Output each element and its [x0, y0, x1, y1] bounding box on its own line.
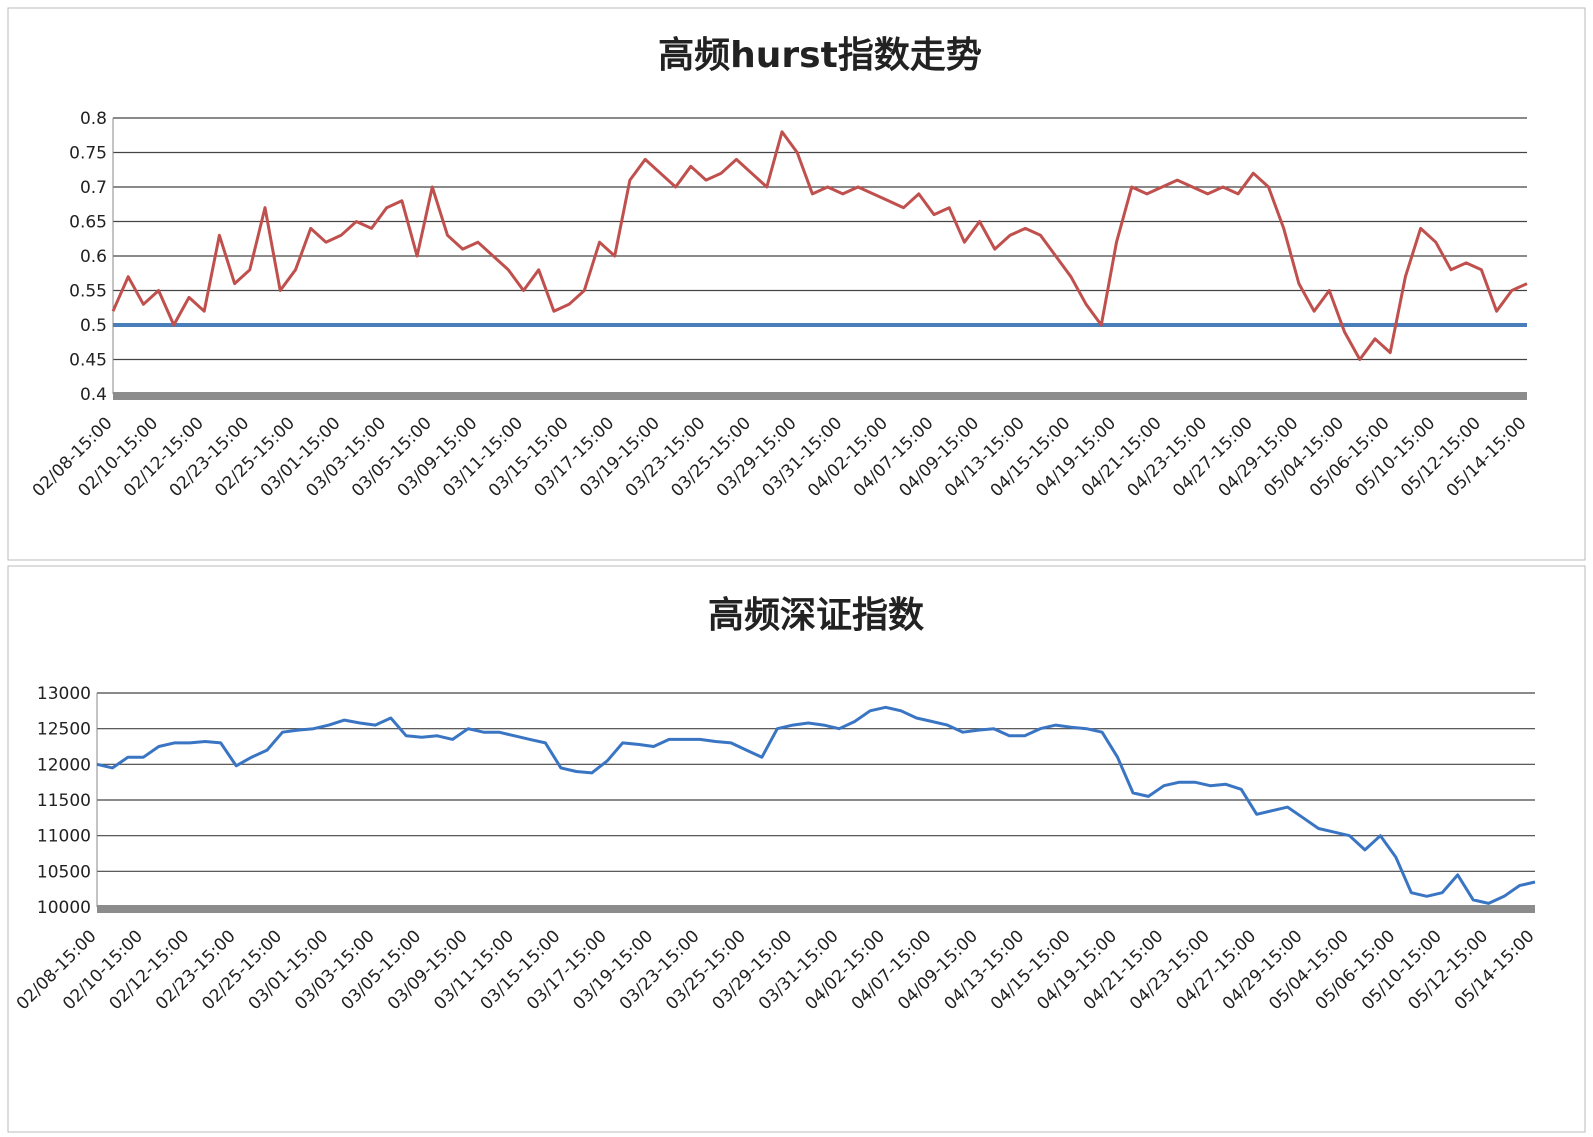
- chart-title: 高频hurst指数走势: [658, 35, 982, 76]
- y-tick-label: 0.65: [69, 213, 107, 233]
- y-tick-label: 0.5: [80, 316, 107, 336]
- y-tick-label: 10500: [37, 862, 91, 882]
- x-axis: [113, 392, 1527, 400]
- y-tick-label: 0.45: [69, 351, 107, 371]
- chart-frame: [7, 565, 1586, 1133]
- data-line: [111, 130, 1528, 361]
- y-tick-label: 12500: [37, 720, 91, 740]
- chart-title: 高频深证指数: [708, 595, 924, 636]
- y-tick-label: 0.8: [80, 109, 107, 129]
- y-tick-label: 10000: [37, 898, 91, 918]
- y-tick-label: 0.55: [69, 282, 107, 302]
- chart-frame: [7, 7, 1586, 561]
- data-line: [96, 705, 1536, 905]
- y-tick-label: 11000: [37, 827, 91, 847]
- x-axis: [97, 905, 1535, 913]
- y-tick-label: 0.4: [80, 385, 107, 405]
- y-tick-label: 0.7: [80, 178, 107, 198]
- y-tick-label: 11500: [37, 791, 91, 811]
- y-tick-label: 0.75: [69, 144, 107, 164]
- y-tick-label: 12000: [37, 755, 91, 775]
- y-tick-label: 13000: [37, 684, 91, 704]
- y-tick-label: 0.6: [80, 247, 107, 267]
